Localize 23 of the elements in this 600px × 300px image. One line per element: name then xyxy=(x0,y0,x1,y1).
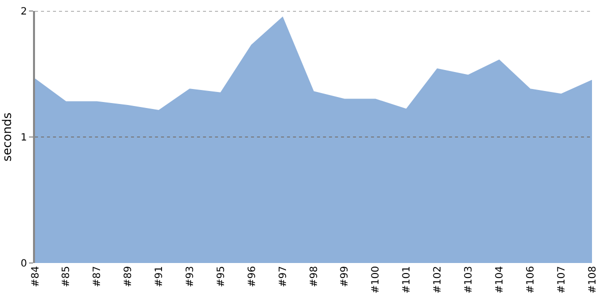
x-tick-label: #84 xyxy=(30,266,42,288)
x-tick-label: #96 xyxy=(246,266,258,288)
x-tick-label: #87 xyxy=(92,266,104,288)
x-tick-label: #101 xyxy=(402,266,413,294)
y-tick-label: 0 xyxy=(20,258,27,270)
x-tick-label: #106 xyxy=(525,266,536,294)
x-tick-label: #108 xyxy=(587,266,598,294)
x-tick-label: #95 xyxy=(216,266,227,288)
y-tick-label: 1 xyxy=(20,132,27,144)
x-tick-label: #85 xyxy=(61,266,72,288)
x-tick-label: #89 xyxy=(123,266,134,288)
x-tick-label: #103 xyxy=(463,266,474,294)
x-tick-label: #93 xyxy=(184,266,196,288)
y-axis-title: seconds xyxy=(0,112,14,162)
x-tick-label: #107 xyxy=(556,266,568,294)
x-tick-label: #104 xyxy=(494,266,506,294)
x-tick-label: #102 xyxy=(432,266,444,294)
x-tick-label: #91 xyxy=(154,266,166,288)
y-tick-label: 2 xyxy=(20,6,27,18)
x-tick-label: #97 xyxy=(278,266,289,288)
x-tick-label: #99 xyxy=(340,266,351,288)
x-tick-label: #100 xyxy=(370,266,382,294)
x-tick-label: #98 xyxy=(308,266,320,288)
